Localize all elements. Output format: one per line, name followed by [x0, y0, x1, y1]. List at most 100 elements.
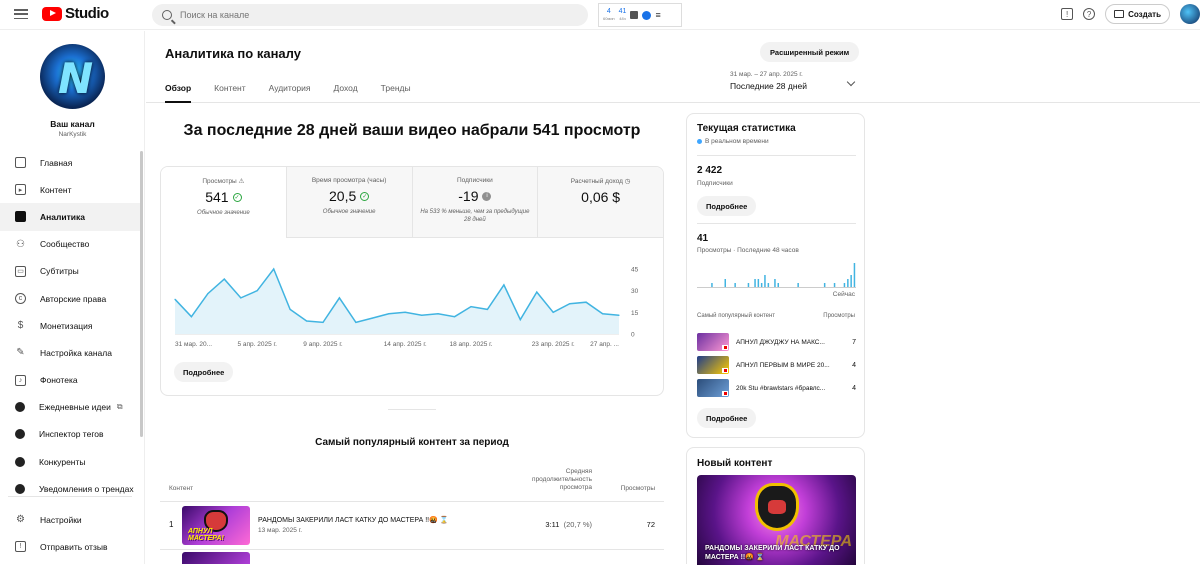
col-content: Контент	[169, 485, 194, 492]
views-48h-count: 41	[697, 233, 709, 244]
ext-count-2: 41	[618, 8, 627, 15]
sidebar-item-tag-inspector[interactable]: Инспектор тегов	[0, 421, 140, 448]
top-content-views-header: Просмотры	[823, 313, 855, 319]
tab-revenue[interactable]: Доход	[333, 83, 358, 93]
advanced-mode-button[interactable]: Расширенный режим	[760, 42, 860, 62]
search-bar[interactable]	[152, 4, 588, 26]
views-chart[interactable]: 45 30 15 0 31 мар. 20... 5 апр. 2025 г. 9 апр.…	[161, 238, 664, 356]
metric-note: На 533 % меньше, чем за предыдущие 28 дн…	[420, 209, 530, 223]
metric-value: 20,5	[329, 188, 357, 204]
chart-point	[322, 321, 324, 324]
new-video-thumbnail[interactable]: МАСТЕРА РАНДОМЫ ЗАКЕРИЛИ ЛАСТ КАТКУ ДО М…	[697, 475, 856, 565]
metric-views[interactable]: Просмотры ⚠ 541 ✓ Обычное значение	[161, 167, 287, 238]
studio-logo[interactable]: Studio	[42, 5, 109, 22]
metric-subscribers[interactable]: Подписчики -19 i На 533 % меньше, чем за …	[412, 167, 539, 238]
views-48h-bar-chart[interactable]	[697, 262, 856, 288]
sidebar-item-dashboard[interactable]: Главная	[0, 149, 140, 176]
sidebar-item-copyright[interactable]: c Авторские права	[0, 285, 140, 312]
tab-content[interactable]: Контент	[214, 83, 246, 93]
overview-more-button[interactable]: Подробнее	[174, 362, 234, 382]
youtube-play-icon	[42, 6, 62, 21]
sidebar-item-competitors[interactable]: Конкуренты	[0, 448, 140, 475]
bar-48h	[797, 283, 799, 287]
chart-point	[305, 320, 308, 322]
list-item[interactable]: 20k Stu #brawlstars #бравлс... 4	[697, 379, 856, 397]
x-tick-label: 23 апр. 2025 г.	[532, 341, 575, 348]
period-selector[interactable]: 31 мар. – 27 апр. 2025 г. Последние 28 д…	[730, 71, 807, 91]
divider	[697, 223, 856, 224]
sidebar-item-feedback[interactable]: ! Отправить отзыв	[0, 533, 140, 560]
menu-icon[interactable]	[14, 7, 28, 21]
bar-48h	[734, 283, 736, 287]
video-thumbnail-partial[interactable]	[182, 552, 250, 564]
bar-48h	[767, 283, 770, 287]
sidebar: N Ваш канал NarKystik Главная ▸ Контент А…	[0, 31, 145, 564]
tab-overview[interactable]: Обзор	[165, 83, 192, 103]
col-views[interactable]: Просмотры	[620, 485, 655, 492]
sidebar-item-trend-alerts[interactable]: Уведомления о трендах	[0, 475, 140, 502]
extension-logo-icon[interactable]	[642, 10, 652, 20]
account-avatar[interactable]	[1180, 4, 1200, 24]
competitors-icon	[15, 456, 25, 467]
avg-duration-percent: (20,7 %)	[563, 520, 592, 529]
list-item[interactable]: АПНУЛ ПЕРВЫМ В МИРЕ 20... 4	[697, 356, 856, 374]
sidebar-item-subtitles[interactable]: ▭ Субтитры	[0, 258, 140, 285]
table-row[interactable]: 1 АПНУЛ МАСТЕРА! РАНДОМЫ ЗАКЕРИЛИ ЛАСТ К…	[160, 502, 664, 550]
feedback-icon[interactable]: !	[1061, 8, 1074, 20]
dollar-icon: $	[17, 320, 24, 332]
x-tick-label: 18 апр. 2025 г.	[449, 341, 492, 348]
ext-count-1: 4	[606, 8, 611, 15]
subscribers-count: 2 422	[697, 165, 723, 176]
list-item[interactable]: АПНУЛ ДЖУДЖУ НА МАКС... 7	[697, 333, 856, 351]
tab-trends[interactable]: Тренды	[380, 83, 411, 93]
col-avg-duration[interactable]: Средняя продолжительность просмотра	[532, 468, 592, 491]
top-content-more-button[interactable]: Подробнее	[697, 408, 757, 428]
sidebar-nav: Главная ▸ Контент Аналитика ⚇ Сообщество ▭…	[0, 149, 140, 502]
y-tick-label: 15	[631, 310, 639, 317]
sidebar-item-community[interactable]: ⚇ Сообщество	[0, 231, 140, 258]
sidebar-item-label: Конкуренты	[39, 456, 86, 467]
avg-duration: 3:11	[545, 520, 560, 529]
help-icon[interactable]: ?	[1083, 8, 1096, 20]
thumbnail-bg-word: МАСТЕРА	[775, 533, 852, 550]
analytics-tabs: Обзор Контент Аудитория Доход Тренды	[165, 83, 411, 103]
create-button[interactable]: Создать	[1105, 4, 1170, 24]
overview-headline: За последние 28 дней ваши видео набрали …	[183, 122, 641, 139]
image-icon[interactable]	[630, 11, 639, 19]
sidebar-item-daily-ideas[interactable]: Ежедневные идеи ⧉	[0, 394, 140, 421]
check-circle-icon: ✓	[232, 192, 242, 202]
chart-area	[175, 269, 619, 334]
thumbnail-emblem	[755, 483, 799, 531]
chevron-down-icon[interactable]	[846, 77, 856, 87]
sidebar-scrollbar[interactable]	[140, 151, 143, 437]
chart-line-views	[174, 267, 620, 324]
tab-audience[interactable]: Аудитория	[268, 83, 311, 93]
sidebar-item-content[interactable]: ▸ Контент	[0, 176, 140, 203]
sidebar-item-customization[interactable]: ✎ Настройка канала	[0, 339, 140, 366]
video-thumbnail[interactable]: АПНУЛ МАСТЕРА!	[182, 506, 250, 545]
sidebar-item-label: Уведомления о трендах	[39, 483, 134, 494]
ext-count-1-label: 60мин	[603, 16, 615, 21]
video-views: 72	[646, 520, 655, 529]
new-content-card: Новый контент МАСТЕРА РАНДОМЫ ЗАКЕРИЛИ Л…	[686, 447, 865, 565]
sidebar-item-analytics[interactable]: Аналитика	[0, 203, 140, 231]
sidebar-item-label: Настройка канала	[40, 347, 112, 358]
sidebar-item-monetization[interactable]: $ Монетизация	[0, 312, 140, 339]
views-48h-label: Просмотры · Последние 48 часов	[697, 247, 799, 254]
list-icon[interactable]: ≡	[655, 10, 661, 20]
thumbnail-character	[204, 510, 228, 532]
now-label: Сейчас	[832, 291, 855, 298]
metric-watch-time[interactable]: Время просмотра (часы) 20,5 ✓ Обычное зна…	[286, 167, 413, 238]
sidebar-item-label: Аналитика	[40, 211, 85, 222]
search-input[interactable]	[180, 10, 560, 20]
sidebar-item-settings[interactable]: ⚙ Настройки	[0, 506, 140, 533]
thumbnail-text: АПНУЛ МАСТЕРА!	[188, 528, 224, 542]
realtime-more-button[interactable]: Подробнее	[697, 196, 757, 216]
metric-revenue[interactable]: Расчетный доход ◷ 0,06 $	[538, 167, 663, 238]
sidebar-item-audio-library[interactable]: ♪ Фонотека	[0, 367, 140, 394]
channel-avatar[interactable]: N	[40, 44, 105, 109]
video-title[interactable]: РАНДОМЫ ЗАКЕРИЛИ ЛАСТ КАТКУ ДО МАСТЕРА !…	[258, 517, 449, 524]
extension-widget[interactable]: 4 60мин 41 48ч ≡	[598, 3, 682, 27]
create-label: Создать	[1128, 9, 1161, 19]
